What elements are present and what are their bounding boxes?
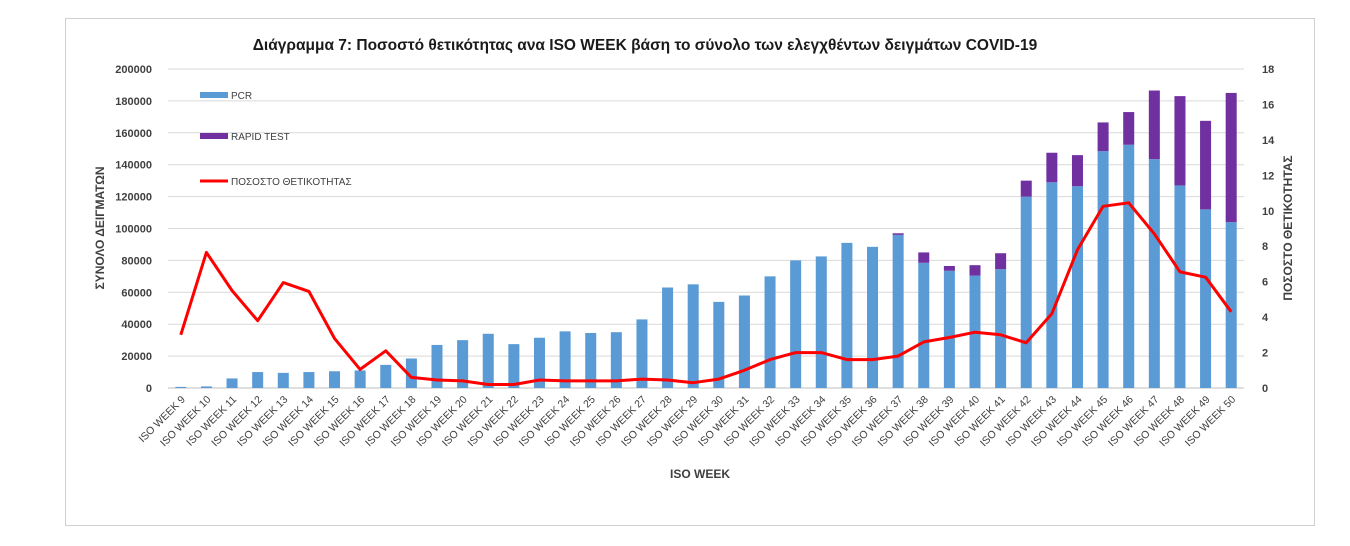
bar-rapid-test	[1174, 96, 1186, 186]
bar-pcr	[1123, 144, 1135, 388]
y-tick-label: 160000	[115, 128, 152, 140]
bar-pcr	[790, 260, 802, 388]
bar-pcr	[559, 331, 571, 388]
bar-pcr	[533, 337, 545, 388]
bar-rapid-test	[1123, 112, 1135, 145]
bar-rapid-test	[1071, 155, 1083, 187]
positivity-series-line	[179, 201, 1233, 386]
y2-tick-label: 4	[1262, 312, 1269, 324]
left-axis-ticks: 0 20000 40000 60000 80000 100000 120000 140000 1…	[115, 64, 152, 395]
bar-pcr	[867, 246, 879, 388]
y2-tick-label: 2	[1262, 348, 1268, 360]
x-axis-title: ISO WEEK	[670, 467, 730, 481]
y2-tick-label: 16	[1262, 99, 1274, 111]
y2-tick-label: 14	[1262, 135, 1275, 147]
bar-pcr	[636, 319, 648, 388]
bar-pcr	[457, 340, 469, 388]
bar-pcr	[1020, 196, 1032, 388]
legend-label-positivity: ΠΟΣΟΣΤΟ ΘΕΤΙΚΟΤΗΤΑΣ	[231, 177, 352, 188]
bar-pcr	[431, 344, 443, 388]
bar-pcr	[815, 256, 827, 388]
bar-rapid-test	[918, 252, 930, 263]
y2-tick-label: 8	[1262, 241, 1268, 253]
bar-rapid-test	[1020, 180, 1032, 197]
bar-pcr	[995, 269, 1007, 388]
right-axis-ticks: 0 2 4 6 8 10 12 14 16 18	[1262, 64, 1275, 395]
y-tick-label: 20000	[121, 351, 152, 363]
bar-pcr	[329, 371, 341, 388]
bar-pcr	[585, 332, 597, 388]
y2-tick-label: 12	[1262, 170, 1274, 182]
bar-pcr	[1148, 159, 1160, 388]
legend-swatch-rapid-test	[200, 133, 228, 139]
bar-rapid-test	[943, 265, 955, 271]
bar-pcr	[687, 284, 699, 388]
bar-pcr	[1225, 222, 1237, 388]
y-tick-label: 80000	[121, 255, 152, 267]
bar-rapid-test	[1200, 120, 1212, 210]
bar-pcr	[508, 344, 520, 388]
bar-pcr	[200, 386, 212, 388]
legend-label-pcr: PCR	[231, 91, 252, 102]
bar-pcr	[1071, 186, 1083, 388]
bar-pcr	[226, 378, 238, 388]
legend-swatch-pcr	[200, 92, 228, 98]
y2-axis-title: ΠΟΣΟΣΤΟ ΘΕΤΙΚΟΤΗΤΑΣ	[1281, 155, 1295, 300]
y-tick-label: 60000	[121, 287, 152, 299]
y-tick-label: 100000	[115, 224, 152, 236]
bar-pcr	[764, 276, 776, 388]
bar-pcr	[277, 372, 289, 388]
bar-pcr	[1097, 151, 1109, 388]
y2-tick-label: 0	[1262, 383, 1268, 395]
chart-title: Διάγραμμα 7: Ποσοστό θετικότητας ανα ISO…	[253, 37, 1038, 54]
positivity-line	[179, 201, 1233, 386]
y2-tick-label: 6	[1262, 277, 1268, 289]
bar-pcr	[918, 262, 930, 388]
bar-pcr	[841, 242, 853, 388]
bar-pcr	[943, 270, 955, 388]
bar-pcr	[662, 287, 674, 388]
legend-label-rapid-test: RAPID TEST	[231, 132, 290, 143]
y-axis-title: ΣΥΝΟΛΟ ΔΕΙΓΜΑΤΩΝ	[93, 166, 107, 289]
bar-pcr	[610, 332, 622, 388]
bar-pcr	[738, 295, 750, 388]
y-tick-label: 140000	[115, 160, 152, 172]
y2-tick-label: 18	[1262, 64, 1274, 76]
bar-rapid-test	[892, 233, 904, 235]
y-tick-label: 40000	[121, 319, 152, 331]
y2-tick-label: 10	[1262, 206, 1274, 218]
bar-pcr	[354, 370, 366, 388]
legend: PCR RAPID TEST ΠΟΣΟΣΤΟ ΘΕΤΙΚΟΤΗΤΑΣ	[200, 91, 352, 188]
y-tick-label: 120000	[115, 192, 152, 204]
bar-rapid-test	[995, 253, 1007, 270]
bar-pcr	[892, 234, 904, 388]
bar-rapid-test	[1148, 90, 1160, 160]
bar-pcr	[1200, 209, 1212, 388]
y-tick-label: 0	[146, 383, 152, 395]
bar-pcr	[1046, 182, 1058, 388]
y-tick-label: 180000	[115, 96, 152, 108]
bar-pcr	[303, 372, 315, 388]
y-tick-label: 200000	[115, 64, 152, 76]
bar-pcr	[252, 372, 264, 388]
bar-rapid-test	[969, 265, 981, 276]
bars	[175, 90, 1237, 388]
bar-rapid-test	[1097, 122, 1109, 152]
bar-pcr	[405, 358, 417, 388]
bar-rapid-test	[1225, 92, 1237, 223]
bar-rapid-test	[1046, 152, 1058, 183]
bar-pcr	[482, 333, 494, 388]
bar-pcr	[175, 386, 187, 388]
bar-pcr	[713, 301, 725, 388]
bar-pcr	[1174, 185, 1186, 388]
bar-pcr	[380, 364, 392, 388]
